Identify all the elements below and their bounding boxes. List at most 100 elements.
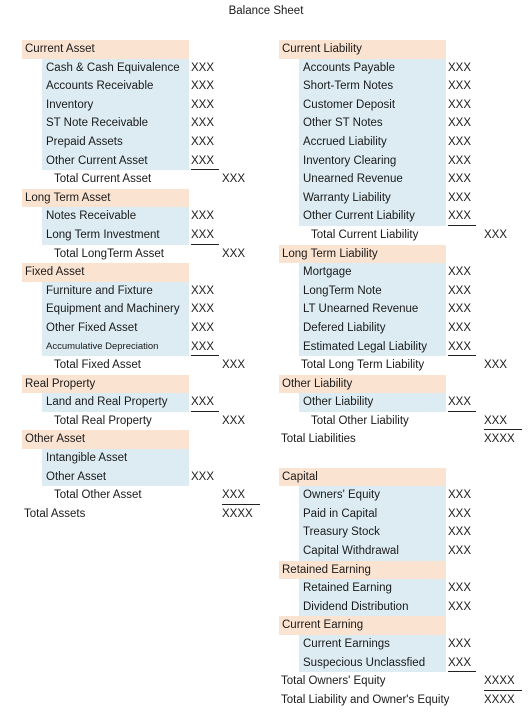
line-item: Prepaid Assets XXX <box>22 132 272 152</box>
item-value: XXX <box>191 135 215 148</box>
total-label: Total LongTerm Asset <box>54 247 164 260</box>
item-value: XXX <box>448 338 476 357</box>
item-label: Other Fixed Asset <box>42 318 189 338</box>
total-value: XXX <box>222 247 246 260</box>
item-value: XXX <box>191 226 219 245</box>
item-value: XXX <box>191 117 215 130</box>
item-value: XXX <box>448 173 472 186</box>
item-value: XXX <box>448 545 472 558</box>
section-total: Total Fixed Asset XXX <box>22 356 272 375</box>
item-label: Estimated Legal Liability <box>299 337 446 357</box>
item-label: Other Current Asset <box>42 151 189 171</box>
assets-column: Current Asset Cash & Cash Equivalence XXX… <box>22 40 272 523</box>
total-label: Total Current Asset <box>54 173 152 186</box>
line-item: Other Current Liability XXX <box>279 207 529 226</box>
line-item: Equipment and Machinery XXX <box>22 300 272 319</box>
item-value: XXX <box>448 393 476 412</box>
line-item: Treasury Stock XXX <box>279 523 529 543</box>
total-value: XXX <box>222 414 246 427</box>
item-label: Retained Earning <box>299 579 446 598</box>
section-total: Total Long Term Liability XXX <box>279 356 529 375</box>
total-label: Total Other Asset <box>54 489 142 502</box>
line-item: Retained Earning XXX <box>279 579 529 598</box>
item-label: Dividend Distribution <box>299 597 446 617</box>
section-header-capital: Capital <box>279 467 446 487</box>
item-label: ST Note Receivable <box>42 114 189 133</box>
item-value: XXX <box>448 154 472 167</box>
total-owners-equity: Total Owners' Equity XXXX <box>279 672 529 691</box>
line-item: Mortgage XXX <box>279 263 529 282</box>
item-value: XXX <box>191 210 215 223</box>
item-label: Paid in Capital <box>299 504 446 524</box>
item-value: XXX <box>448 321 472 334</box>
total-label: Total Real Property <box>54 414 152 427</box>
item-label: Accumulative Depreciation <box>42 337 189 357</box>
total-value: XXX <box>222 486 260 505</box>
line-item: Paid in Capital XXX <box>279 504 529 524</box>
total-value: XXX <box>484 359 508 372</box>
item-value: XXX <box>191 303 215 316</box>
line-item: Dividend Distribution XXX <box>279 597 529 617</box>
item-value: XXX <box>191 80 215 93</box>
section-header-real-property: Real Property <box>22 374 189 394</box>
line-item: ST Note Receivable XXX <box>22 114 272 133</box>
item-value: XXX <box>191 152 219 171</box>
item-label: Notes Receivable <box>42 207 189 226</box>
item-label: Defered Liability <box>299 318 446 338</box>
grand-total-value: XXXX <box>484 433 515 446</box>
section-header-other-liability: Other Liability <box>279 374 446 394</box>
item-label: Short-Term Notes <box>299 77 446 96</box>
grand-total-value: XXXX <box>484 693 515 706</box>
section-header-other-asset: Other Asset <box>22 430 189 450</box>
item-value: XXX <box>448 135 472 148</box>
item-label: Capital Withdrawal <box>299 542 446 561</box>
page-title: Balance Sheet <box>228 5 304 17</box>
line-item: Owners' Equity XXX <box>279 486 529 505</box>
line-item: LT Unearned Revenue XXX <box>279 300 529 319</box>
section-header-current-liability: Current Liability <box>279 40 446 59</box>
item-value: XXX <box>448 526 472 539</box>
item-value: XXX <box>448 117 472 130</box>
line-item: LongTerm Note XXX <box>279 281 529 301</box>
item-label: Cash & Cash Equivalence <box>42 58 189 78</box>
total-liability-and-owners-equity: Total Liability and Owner's Equity XXXX <box>279 691 529 710</box>
item-label: Furniture and Fixture <box>42 281 189 301</box>
total-liabilities: Total Liabilities XXXX <box>279 430 529 449</box>
item-value: XXX <box>191 393 219 412</box>
line-item: Long Term Investment XXX <box>22 225 272 245</box>
item-value: XXX <box>448 654 476 673</box>
item-label: Intangible Asset <box>42 449 189 468</box>
item-value: XXX <box>191 284 215 297</box>
line-item: Estimated Legal Liability XXX <box>279 337 529 357</box>
total-label: Total Long Term Liability <box>301 359 425 372</box>
liabilities-column: Current Liability Accounts Payable XXX Sh… <box>279 40 529 709</box>
item-value: XXX <box>448 98 472 111</box>
section-header-current-earning: Current Earning <box>279 616 446 635</box>
item-label: Accounts Receivable <box>42 77 189 96</box>
line-item: Other Asset XXX <box>22 467 272 487</box>
total-value: XXX <box>484 412 522 431</box>
item-label: Treasury Stock <box>299 523 446 543</box>
grand-total-label: Total Owners' Equity <box>281 675 386 688</box>
section-total: Total Current Liability XXX <box>279 226 529 245</box>
section-header-long-term-liability: Long Term Liability <box>279 244 446 264</box>
item-label: Inventory <box>42 95 189 115</box>
item-label: Prepaid Assets <box>42 132 189 152</box>
section-total: Total Other Liability XXX <box>279 412 529 431</box>
section-total: Total Current Asset XXX <box>22 170 272 189</box>
item-value: XXX <box>191 470 215 483</box>
section-header-fixed-asset: Fixed Asset <box>22 263 189 282</box>
item-value: XXX <box>448 600 472 613</box>
line-item: Land and Real Property XXX <box>22 393 272 412</box>
item-value: XXX <box>191 98 215 111</box>
total-label: Total Fixed Asset <box>54 359 141 372</box>
section-total: Total Other Asset XXX <box>22 486 272 505</box>
line-item: Other Liability XXX <box>279 393 529 412</box>
grand-total-label: Total Assets <box>24 507 86 520</box>
line-item: Suspecious Unclassfied XXX <box>279 653 529 673</box>
line-item: Other Current Asset XXX <box>22 151 272 171</box>
item-value: XXX <box>191 321 215 334</box>
item-value: XXX <box>191 338 219 357</box>
grand-total-label: Total Liability and Owner's Equity <box>281 693 450 706</box>
line-item: Inventory XXX <box>22 95 272 115</box>
